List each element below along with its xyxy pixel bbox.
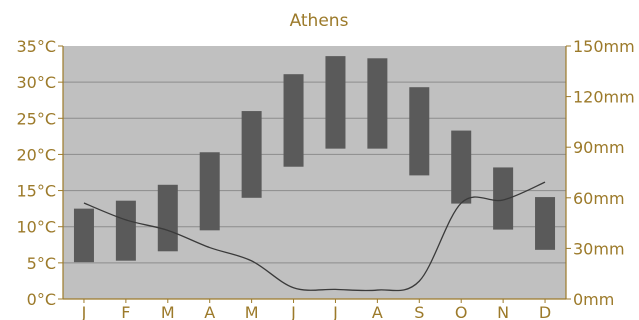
left-tick-label: 30°C: [16, 73, 56, 92]
precipitation-line: [83, 181, 546, 292]
temperature-bar: [73, 208, 94, 263]
x-tick-label: J: [332, 303, 338, 320]
temperature-bar: [367, 58, 388, 149]
temperature-bar: [325, 56, 346, 149]
axes: [62, 46, 567, 300]
temperature-bar: [409, 87, 430, 176]
left-tick-label: 20°C: [16, 145, 56, 164]
temperature-bar: [283, 74, 304, 167]
gridlines: [63, 81, 566, 264]
temperature-bar: [157, 184, 178, 252]
right-tick-label: 90mm: [573, 138, 625, 157]
plot-background: [63, 46, 566, 299]
temperature-bar: [199, 152, 220, 231]
x-tick-label: F: [121, 303, 130, 320]
temperature-bar: [115, 200, 136, 261]
left-tick-label: 25°C: [16, 109, 56, 128]
x-tick-label: J: [81, 303, 87, 320]
x-tick-label: O: [455, 303, 468, 320]
temperature-bar: [493, 167, 514, 230]
left-axis-ticks: 0°C 5°C 10°C 15°C 20°C 25°C 30°C 35°C: [16, 37, 63, 309]
x-tick-label: A: [204, 303, 215, 320]
right-tick-label: 30mm: [573, 239, 625, 258]
right-tick-label: 0mm: [573, 290, 614, 309]
left-tick-label: 0°C: [27, 290, 56, 309]
x-tick-label: M: [161, 303, 175, 320]
chart-title: Athens: [290, 11, 349, 31]
right-axis-ticks: 0mm 30mm 60mm 90mm 120mm 150mm: [566, 37, 635, 309]
temperature-bar: [535, 197, 556, 250]
left-tick-label: 15°C: [16, 182, 56, 201]
x-tick-label: J: [290, 303, 296, 320]
left-tick-label: 5°C: [27, 254, 56, 273]
right-tick-label: 150mm: [573, 37, 635, 56]
right-tick-label: 60mm: [573, 189, 625, 208]
right-tick-label: 120mm: [573, 88, 635, 107]
left-tick-label: 10°C: [16, 218, 56, 237]
temperature-bar: [451, 130, 472, 204]
temperature-bars: [73, 56, 556, 263]
x-tick-label: S: [414, 303, 424, 320]
temperature-bar: [241, 111, 262, 198]
left-tick-label: 35°C: [16, 37, 56, 56]
x-tick-label: D: [539, 303, 551, 320]
x-tick-label: M: [245, 303, 259, 320]
x-tick-label: A: [372, 303, 383, 320]
x-tick-label: N: [497, 303, 509, 320]
